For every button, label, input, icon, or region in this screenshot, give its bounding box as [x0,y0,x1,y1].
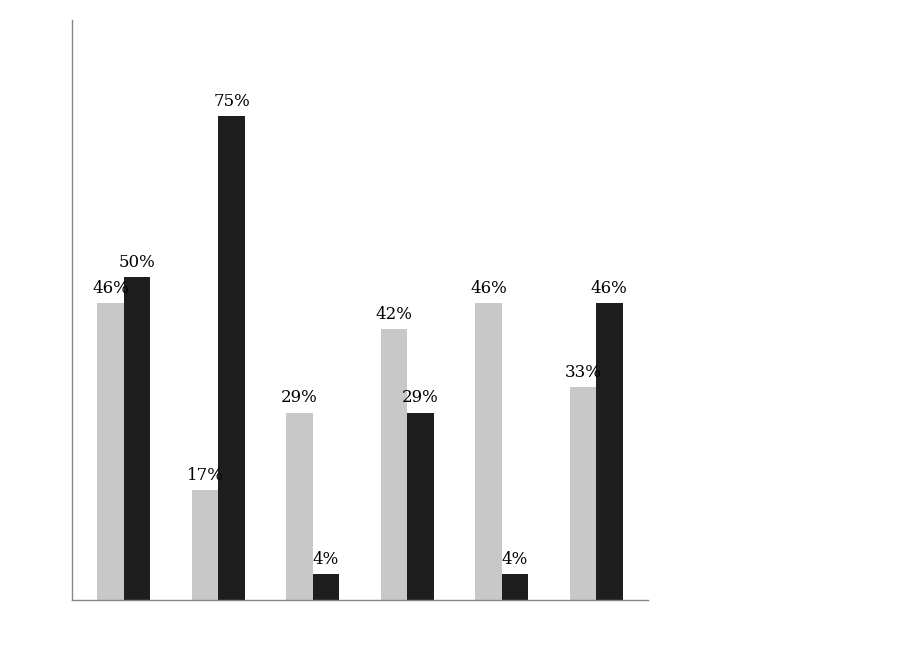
Bar [219,116,245,600]
Bar [313,574,339,600]
Text: 50%: 50% [119,254,156,271]
Text: 17%: 17% [186,467,223,484]
Bar [475,303,501,600]
Text: 75%: 75% [213,93,250,110]
Bar [570,387,596,600]
Text: 46%: 46% [470,280,507,297]
Text: 29%: 29% [281,389,318,406]
Bar [381,329,407,600]
Bar [124,278,150,600]
Bar [97,303,124,600]
Bar [192,490,219,600]
Text: 33%: 33% [564,364,601,381]
Bar [596,303,623,600]
Text: 42%: 42% [375,306,412,323]
Bar [407,413,434,600]
Text: 4%: 4% [313,550,339,568]
Bar [501,574,528,600]
Text: 29%: 29% [402,389,439,406]
Text: 46%: 46% [591,280,627,297]
Text: 4%: 4% [501,550,528,568]
Text: 46%: 46% [93,280,129,297]
Bar [286,413,313,600]
